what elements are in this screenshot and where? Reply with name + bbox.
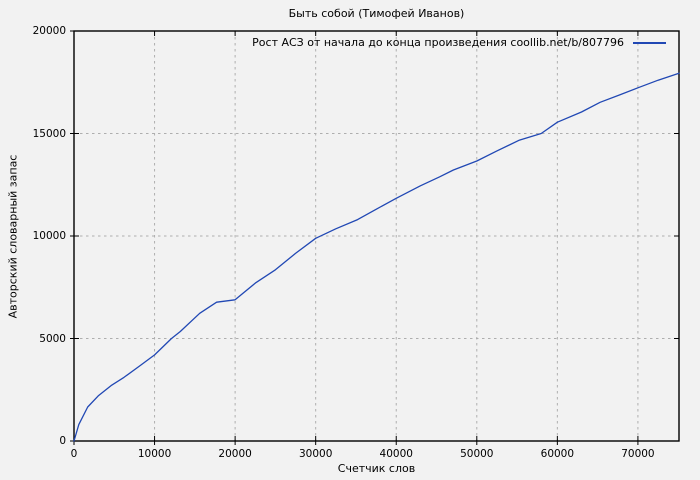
x-tick-label: 20000 bbox=[218, 448, 252, 460]
x-tick-label: 30000 bbox=[298, 448, 333, 460]
plot-border bbox=[73, 30, 680, 442]
legend-label: Рост АСЗ от начала до конца произведения… bbox=[252, 36, 624, 49]
x-tick-label: 10000 bbox=[137, 448, 172, 460]
x-tick-label: 50000 bbox=[460, 448, 494, 460]
legend: Рост АСЗ от начала до конца произведения… bbox=[252, 36, 666, 49]
data-line-series bbox=[73, 72, 680, 442]
x-tick-label: 40000 bbox=[379, 448, 413, 460]
legend-line-sample-icon bbox=[633, 41, 666, 44]
y-tick-label: 0 bbox=[59, 435, 66, 447]
y-tick-label: 15000 bbox=[32, 127, 66, 140]
x-tick-label: 70000 bbox=[621, 448, 655, 460]
y-tick-label: 10000 bbox=[32, 230, 66, 242]
y-tick-label: 5000 bbox=[39, 332, 66, 345]
chart-title: Быть собой (Тимофей Иванов) bbox=[288, 7, 465, 20]
x-axis-label: Счетчик слов bbox=[337, 462, 416, 475]
x-tick-label: 0 bbox=[70, 448, 78, 460]
x-tick-label: 60000 bbox=[540, 448, 575, 460]
y-tick-label: 20000 bbox=[32, 25, 66, 37]
